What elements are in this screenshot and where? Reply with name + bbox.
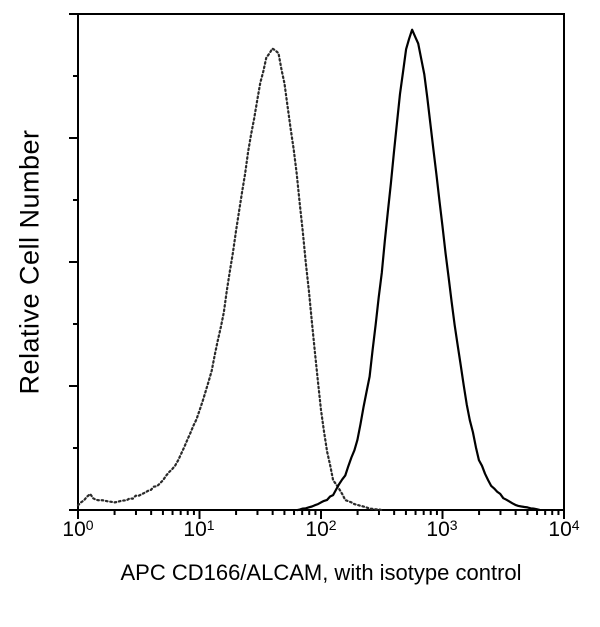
x-tick-label-1e4: 104 (548, 517, 580, 541)
x-tick-label-1e2: 102 (305, 517, 337, 541)
x-axis-label: APC CD166/ALCAM, with isotype control (120, 560, 522, 585)
y-axis-ticks (69, 13, 78, 511)
x-tick-label-1e0: 100 (62, 517, 94, 541)
cd166-stain-curve (296, 28, 540, 512)
x-axis-ticks (77, 510, 565, 519)
x-tick-label-1e1: 101 (183, 517, 215, 541)
y-axis-label: Relative Cell Number (14, 129, 45, 395)
isotype-control-curve (76, 47, 383, 512)
x-tick-label-1e3: 103 (426, 517, 458, 541)
plot-frame (77, 13, 565, 511)
